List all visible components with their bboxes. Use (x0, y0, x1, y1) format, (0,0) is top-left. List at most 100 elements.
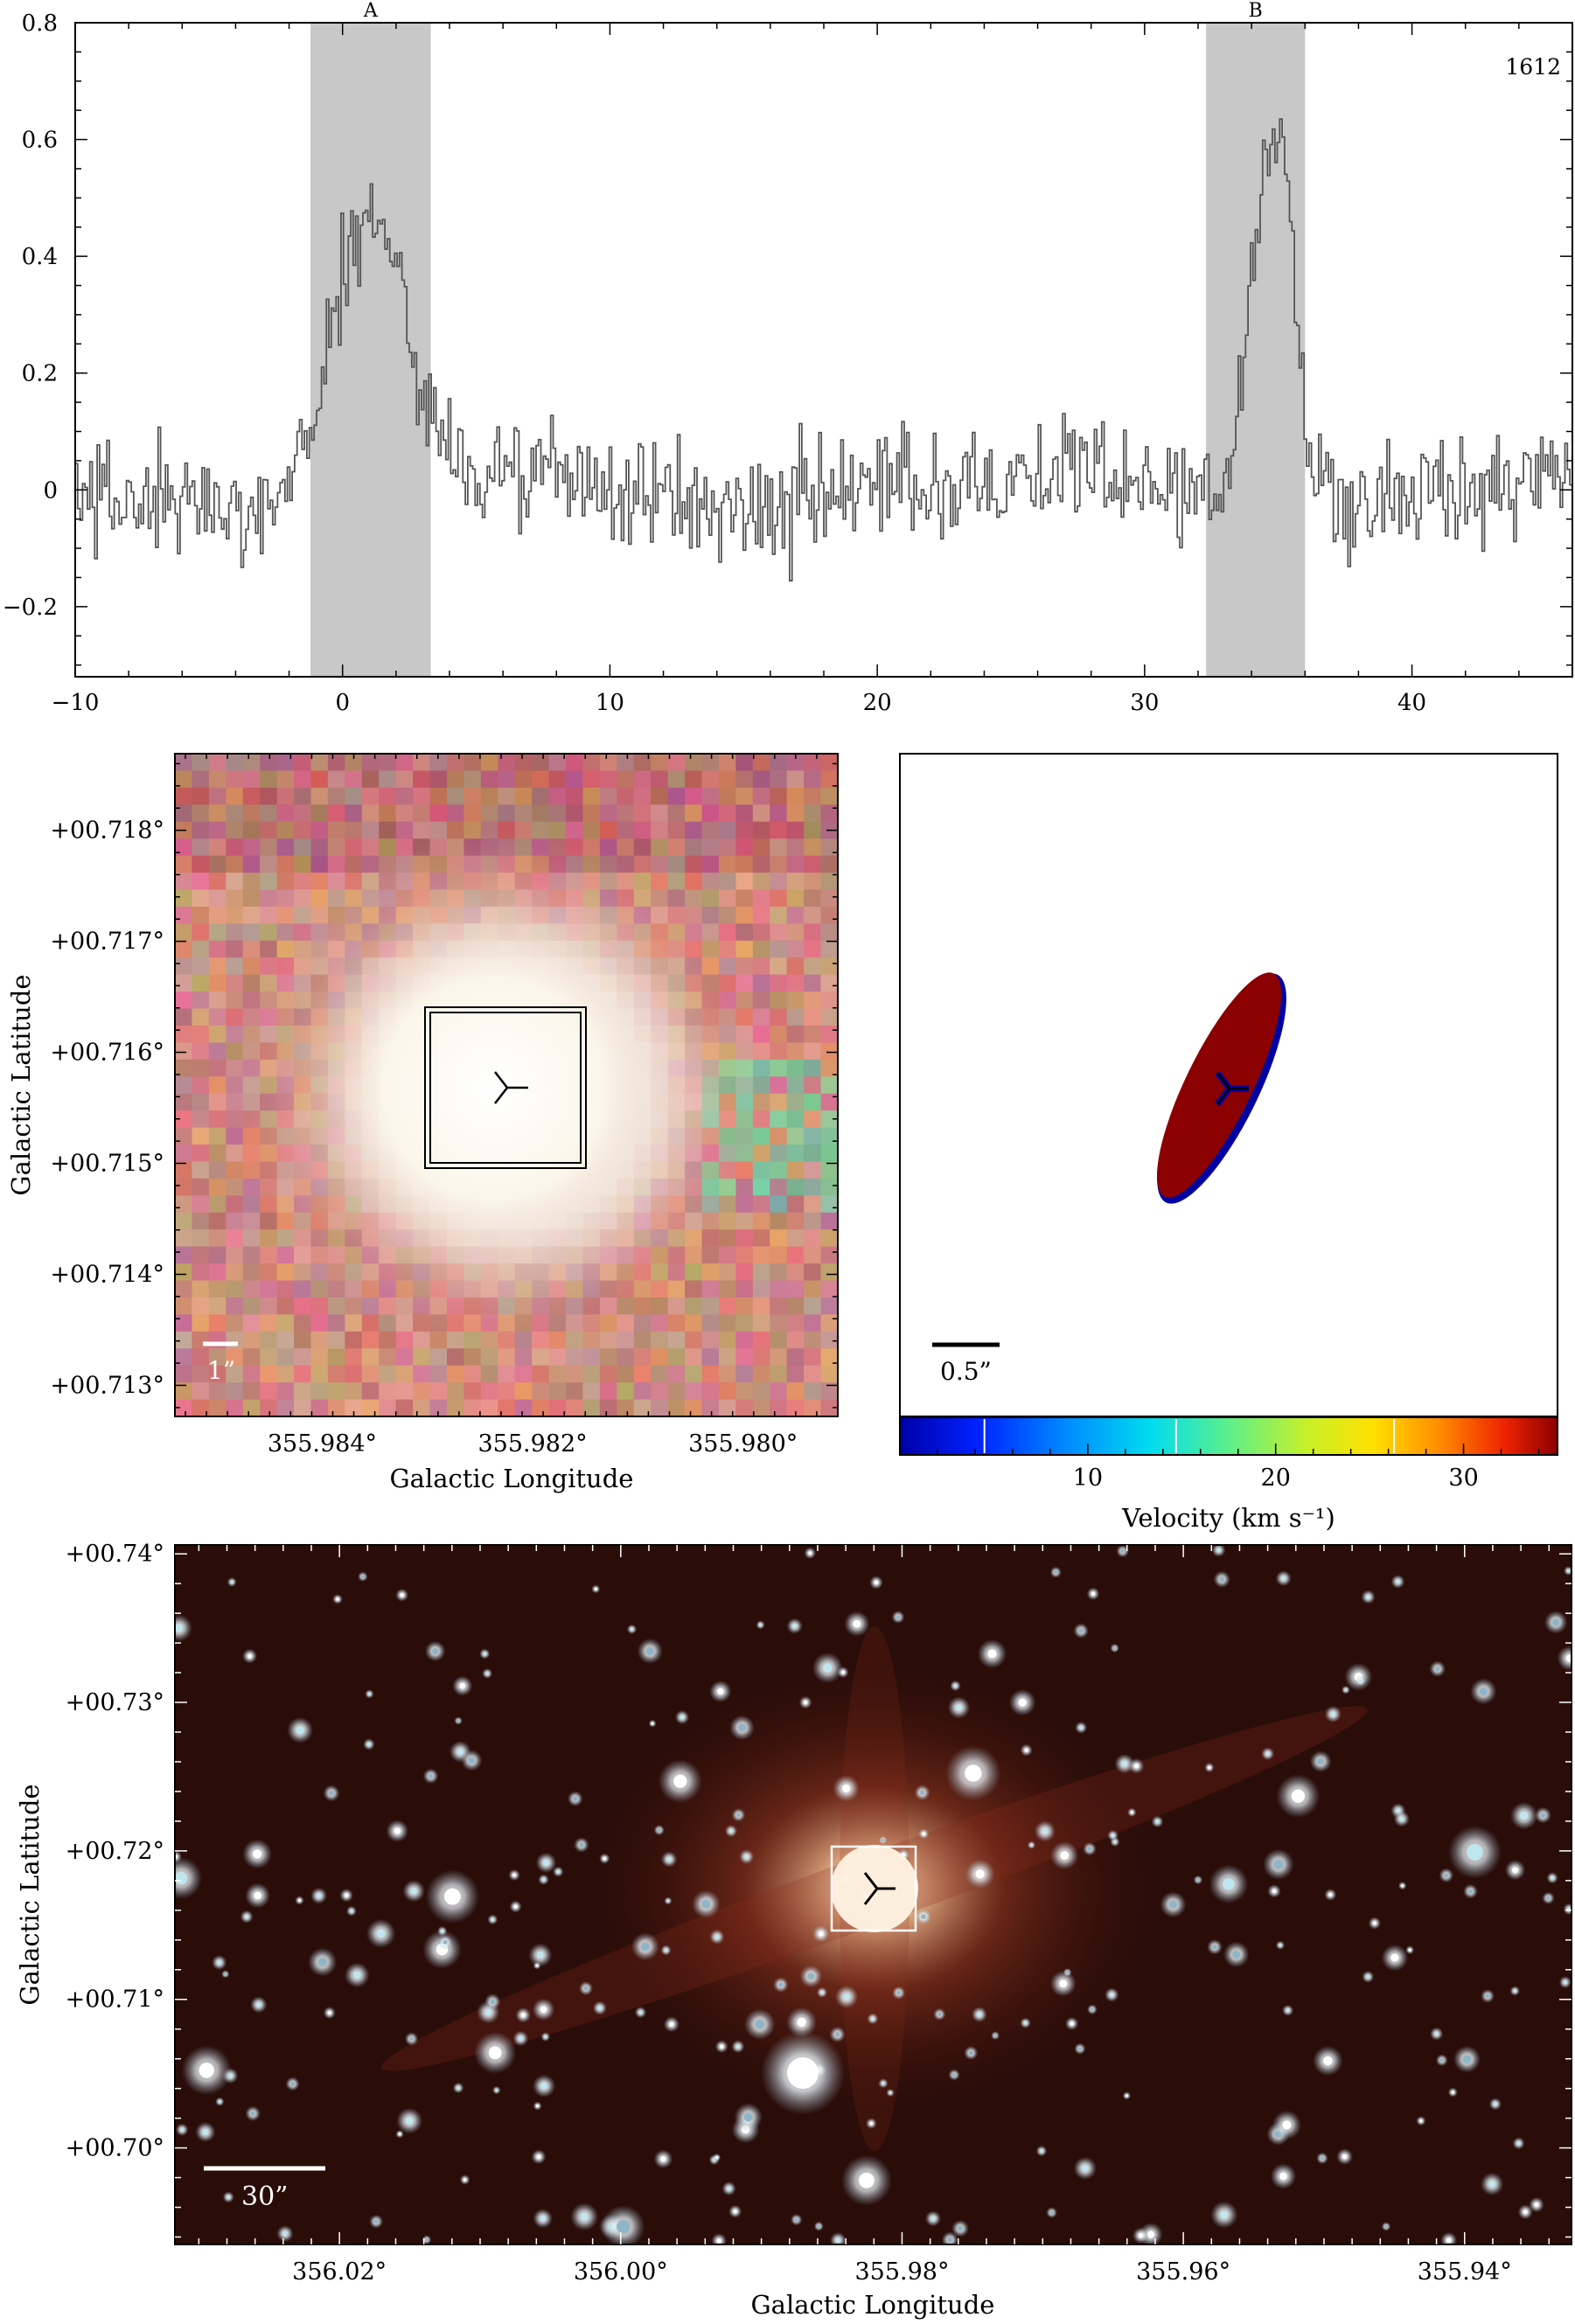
star (485, 1672, 489, 1675)
zoom-pixel (804, 1263, 822, 1282)
zoom-pixel (770, 1195, 788, 1214)
zoom-pixel (548, 1382, 567, 1401)
zoom-pixel (327, 1314, 346, 1332)
zoom-pixel (804, 1382, 822, 1401)
zoom-pixel (242, 1365, 261, 1383)
star (250, 2111, 255, 2116)
zoom-pixel (735, 1399, 754, 1416)
zoom-pixel (361, 1331, 380, 1350)
star (1070, 2021, 1074, 2026)
star (669, 2021, 674, 2027)
star (1446, 2237, 1452, 2244)
spectrum-xtick-label: 10 (596, 690, 624, 716)
zoom-pixel (804, 1314, 822, 1332)
star (400, 1593, 405, 1597)
zoom-pixel (786, 992, 805, 1010)
zoom-pixel (582, 1365, 601, 1383)
star (1366, 1595, 1371, 1599)
highlight-band-A (310, 23, 431, 677)
star (425, 2238, 429, 2242)
zoom-pixel (752, 940, 771, 959)
zoom-pixel (242, 787, 261, 806)
zoom-pixel (651, 1331, 669, 1350)
velocity-map-panel: 0.5” 10 20 30 Velocity (km s⁻¹) (899, 753, 1558, 1533)
zoom-pixel (566, 1365, 584, 1383)
zoom-pixel (294, 787, 312, 806)
zoom-pixel (175, 1076, 193, 1095)
zoom-pixel (786, 1178, 805, 1197)
zoom-pixel (413, 1365, 431, 1383)
star (317, 1958, 327, 1967)
zoom-pixel (361, 787, 380, 806)
zoom-pixel (582, 1348, 601, 1367)
star (1196, 1878, 1200, 1882)
zoom-pixel (192, 1297, 210, 1316)
star (714, 1934, 720, 1939)
star (645, 1646, 654, 1655)
zoom-pixel (786, 1331, 805, 1350)
star-halo (1557, 1646, 1572, 1671)
zoom-pixel (667, 804, 686, 823)
star (513, 1904, 518, 1909)
star (512, 1873, 517, 1877)
star (282, 2230, 288, 2237)
velocity-component-B (1156, 972, 1282, 1198)
zoom-ytick-label: +00.717° (50, 929, 164, 956)
velocity-scale-label: 0.5” (940, 1357, 992, 1386)
star (1212, 1945, 1217, 1950)
zoom-pixel (770, 1314, 788, 1332)
zoom-pixel (548, 770, 567, 789)
zoom-pixel (667, 1382, 686, 1401)
star (1049, 2210, 1054, 2215)
zoom-xlabel: Galactic Longitude (390, 1464, 634, 1493)
zoom-pixel (532, 1399, 550, 1416)
zoom-pixel (667, 770, 686, 789)
star (1279, 2172, 1287, 2181)
zoom-pixel (480, 770, 499, 789)
zoom-pixel (633, 1314, 652, 1332)
spectrum-frame (74, 22, 1573, 678)
star (580, 2212, 589, 2222)
zoom-pixel (735, 1348, 754, 1367)
zoom-pixel (175, 804, 193, 823)
zoom-pixel (226, 1297, 244, 1316)
zoom-pixel (345, 1348, 363, 1367)
zoom-pixel (633, 1382, 652, 1401)
spectrum-xtick-label: 30 (1130, 690, 1159, 716)
zoom-pixel (770, 1246, 788, 1264)
highlight-band-B (1206, 23, 1306, 677)
zoom-pixel (617, 787, 635, 806)
star (594, 1587, 597, 1590)
zoom-pixel (804, 1093, 822, 1111)
zoom-scale-label: 1” (207, 1356, 235, 1385)
zoom-pixel (226, 1212, 244, 1231)
zoom-pixel (226, 873, 244, 891)
zoom-pixel (617, 804, 635, 823)
star (1462, 2055, 1472, 2063)
maser-position-marker (863, 1872, 896, 1905)
zoom-pixel (260, 1297, 278, 1316)
star (733, 2209, 737, 2214)
zoom-pixel (208, 1042, 227, 1061)
zoom-pixel (599, 804, 618, 823)
zoom-pixel (786, 1059, 805, 1078)
zoom-pixel (260, 1348, 278, 1367)
zoom-pixel (752, 1178, 771, 1197)
zoom-pixel (804, 1399, 822, 1416)
zoom-pixel (735, 1280, 754, 1298)
zoom-pixel (242, 754, 261, 772)
zoom-pixel (752, 855, 771, 873)
zoom-pixel (786, 1042, 805, 1061)
zoom-pixel (651, 770, 669, 789)
star (1534, 2202, 1539, 2208)
zoom-pixel (413, 1399, 431, 1416)
zoom-pixel (548, 1399, 567, 1416)
zoom-pixel (633, 821, 652, 839)
zoom-pixel (276, 855, 295, 873)
zoom-pixel (242, 940, 261, 959)
zoom-pixel (361, 1348, 380, 1367)
zoom-pixel (327, 1331, 346, 1350)
zoom-pixel (226, 1382, 244, 1401)
zoom-pixel (192, 1127, 210, 1145)
zoom-pixel (685, 821, 703, 839)
